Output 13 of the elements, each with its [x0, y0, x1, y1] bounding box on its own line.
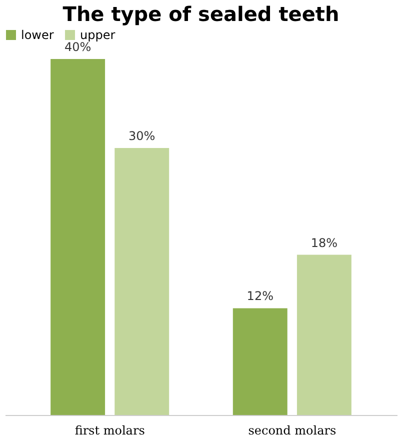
- data-label: 40%: [64, 40, 92, 54]
- legend-label: lower: [21, 28, 54, 42]
- chart-title: The type of sealed teeth: [62, 2, 340, 26]
- data-label: 18%: [310, 236, 338, 250]
- data-label: 12%: [246, 289, 274, 304]
- bar: [114, 148, 170, 415]
- x-tick-label: first molars: [74, 424, 145, 438]
- bar: [296, 254, 352, 415]
- bar: [232, 308, 288, 415]
- data-label: 30%: [128, 129, 156, 143]
- x-tick-label: second molars: [248, 424, 336, 438]
- bar: [50, 59, 106, 415]
- legend-label: upper: [80, 28, 116, 42]
